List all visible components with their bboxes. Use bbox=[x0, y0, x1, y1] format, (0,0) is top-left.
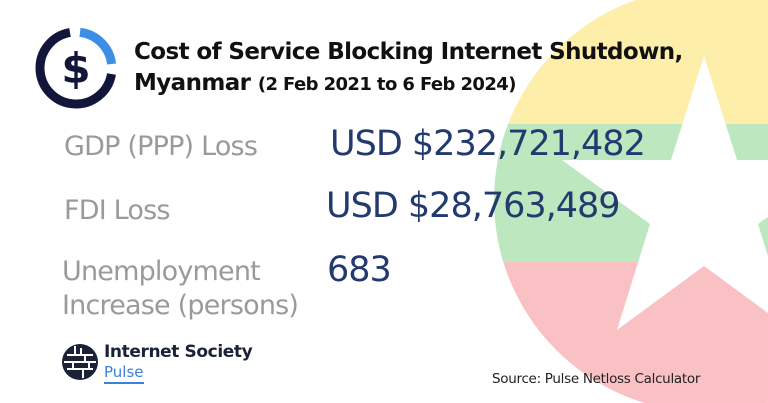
unemployment-value: 683 bbox=[327, 250, 392, 290]
internet-society-pulse-logo: Internet Society Pulse bbox=[104, 342, 253, 384]
svg-text:$: $ bbox=[61, 44, 90, 93]
title-line-1: Cost of Service Blocking Internet Shutdo… bbox=[134, 39, 683, 65]
title-line-2: Myanmar (2 Feb 2021 to 6 Feb 2024) bbox=[134, 68, 683, 100]
fdi-loss-value: USD $28,763,489 bbox=[326, 186, 621, 226]
unemployment-label-line-1: Unemployment bbox=[62, 256, 261, 287]
logo-product-name: Pulse bbox=[104, 363, 144, 384]
gdp-loss-value: USD $232,721,482 bbox=[330, 124, 646, 164]
title-country: Myanmar bbox=[134, 70, 251, 96]
unemployment-label-line-2: Increase (persons) bbox=[62, 290, 299, 321]
title-date-range: (2 Feb 2021 to 6 Feb 2024) bbox=[257, 74, 517, 95]
source-credit: Source: Pulse Netloss Calculator bbox=[492, 371, 701, 387]
fdi-loss-label: FDI Loss bbox=[64, 195, 170, 226]
internet-society-globe-icon bbox=[61, 343, 99, 381]
page-title: Cost of Service Blocking Internet Shutdo… bbox=[134, 36, 683, 100]
gdp-loss-label: GDP (PPP) Loss bbox=[64, 131, 258, 162]
unemployment-label: Unemployment Increase (persons) bbox=[62, 255, 299, 323]
dollar-circle-icon: $ bbox=[34, 26, 118, 110]
logo-org-name: Internet Society bbox=[104, 342, 253, 362]
